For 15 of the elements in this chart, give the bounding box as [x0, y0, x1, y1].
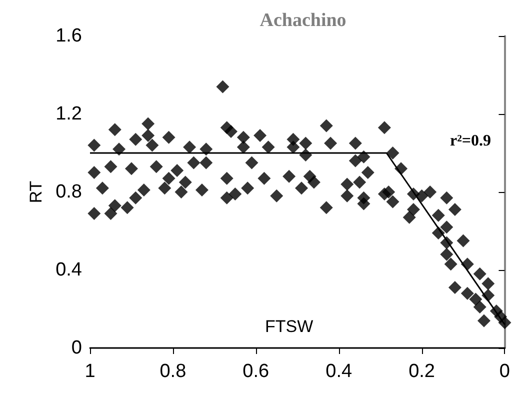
x-tick-label: 0 [499, 361, 510, 382]
x-tick-label: 0.8 [160, 361, 186, 382]
y-tick-label: 0 [71, 338, 82, 358]
y-axis-title: RT [26, 180, 46, 204]
y-tick-label: 0.4 [56, 260, 82, 280]
x-tick-label: 0.4 [326, 361, 352, 382]
x-tick-label: 1 [84, 361, 96, 382]
x-axis-title: FTSW [265, 317, 314, 336]
y-tick-label: 1.6 [56, 26, 82, 46]
chart-title: Achachino [260, 10, 346, 31]
x-tick-label: 0.6 [242, 361, 270, 382]
x-tick-label: 0.2 [408, 361, 435, 382]
annotation: r²=0.9 [450, 132, 491, 150]
y-tick-label: 1.2 [56, 104, 82, 124]
y-tick-label: 0.8 [56, 182, 82, 202]
